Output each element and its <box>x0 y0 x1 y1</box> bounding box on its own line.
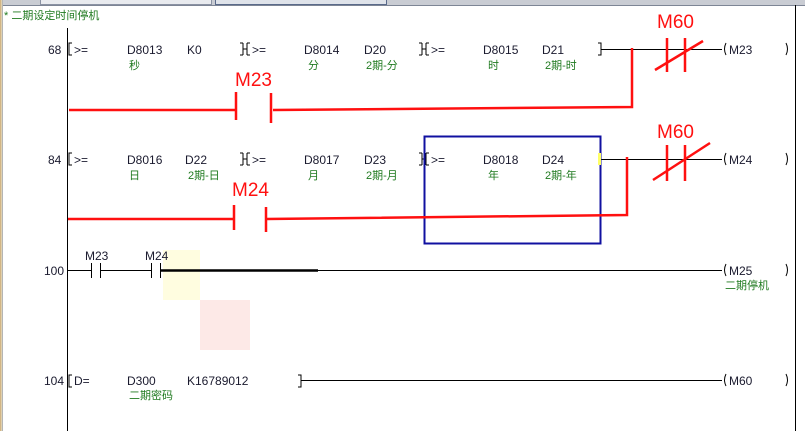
device-comment: 时 <box>488 60 499 72</box>
contact-label[interactable]: M23 <box>85 249 109 263</box>
operand[interactable]: K0 <box>187 43 202 57</box>
compare-op[interactable]: >= <box>74 43 89 57</box>
tab-strip <box>0 0 805 6</box>
tab[interactable] <box>40 0 212 5</box>
compare-op[interactable]: D= <box>74 374 90 388</box>
annotation-m23-branch <box>69 48 634 123</box>
bracket <box>240 42 250 56</box>
annotation-label: M60 <box>657 122 694 143</box>
cursor-marker <box>598 153 601 165</box>
device-comment: 年 <box>488 170 499 182</box>
operand[interactable]: D23 <box>364 153 387 167</box>
coil-comment: 二期停机 <box>725 280 769 292</box>
annotation-m24-branch <box>68 157 629 232</box>
annotation-label: M23 <box>235 70 272 91</box>
operand[interactable]: D8014 <box>304 43 340 57</box>
device-comment: 二期密码 <box>129 390 173 402</box>
red-annotations <box>68 38 711 232</box>
coil-m24 <box>724 152 788 166</box>
compare-op[interactable]: >= <box>252 43 267 57</box>
device-comment: 秒 <box>129 60 140 72</box>
operand[interactable]: D8015 <box>483 43 519 57</box>
step-number: 104 <box>44 374 65 388</box>
annotation-label: M60 <box>657 12 694 33</box>
bracket <box>598 42 602 56</box>
annotation-label: M24 <box>232 180 269 201</box>
operand[interactable]: D24 <box>542 153 565 167</box>
device-comment: 2期-月 <box>366 170 398 182</box>
operand[interactable]: D8016 <box>127 153 163 167</box>
window-edge <box>0 0 3 431</box>
operand[interactable]: D8013 <box>127 43 163 57</box>
operand[interactable]: D8018 <box>483 153 519 167</box>
device-comment: 2期-年 <box>545 170 577 182</box>
rung-comment: * 二期设定时间停机 <box>4 10 100 22</box>
step-number: 100 <box>44 264 65 278</box>
annotation-m60-nc-a <box>654 38 704 72</box>
coil-label[interactable]: M25 <box>729 264 753 278</box>
device-comment: 2期-日 <box>188 170 220 182</box>
operand[interactable]: D300 <box>127 374 156 388</box>
coil-m60 <box>724 373 788 387</box>
coil-m23 <box>724 42 788 56</box>
device-comment: 分 <box>308 60 319 72</box>
bracket <box>68 42 72 56</box>
compare-op[interactable]: >= <box>252 153 267 167</box>
device-comment: 2期-分 <box>366 60 398 72</box>
tab-active[interactable] <box>215 0 387 5</box>
device-comment: 日 <box>129 170 140 182</box>
operand[interactable]: D20 <box>364 43 387 57</box>
operand[interactable]: K16789012 <box>187 374 249 388</box>
operand[interactable]: D22 <box>185 153 208 167</box>
selection-box <box>423 135 602 245</box>
coil-label[interactable]: M60 <box>729 374 753 388</box>
coil-m25 <box>724 263 788 277</box>
compare-op[interactable]: >= <box>431 43 446 57</box>
contact-label[interactable]: M24 <box>145 249 169 263</box>
coil-label[interactable]: M23 <box>729 43 753 57</box>
coil-label[interactable]: M24 <box>729 153 753 167</box>
operand[interactable]: D8017 <box>304 153 340 167</box>
device-comment: 月 <box>308 170 319 182</box>
compare-op[interactable]: >= <box>431 153 446 167</box>
device-comment: 2期-时 <box>545 60 577 72</box>
cursor-highlight <box>200 300 250 350</box>
cursor-highlight <box>163 250 200 300</box>
operand[interactable]: D21 <box>542 43 565 57</box>
bracket <box>419 42 429 56</box>
step-number: 84 <box>48 153 62 167</box>
compare-op[interactable]: >= <box>74 153 89 167</box>
step-number: 68 <box>48 43 62 57</box>
annotation-m60-nc-b <box>652 141 711 182</box>
